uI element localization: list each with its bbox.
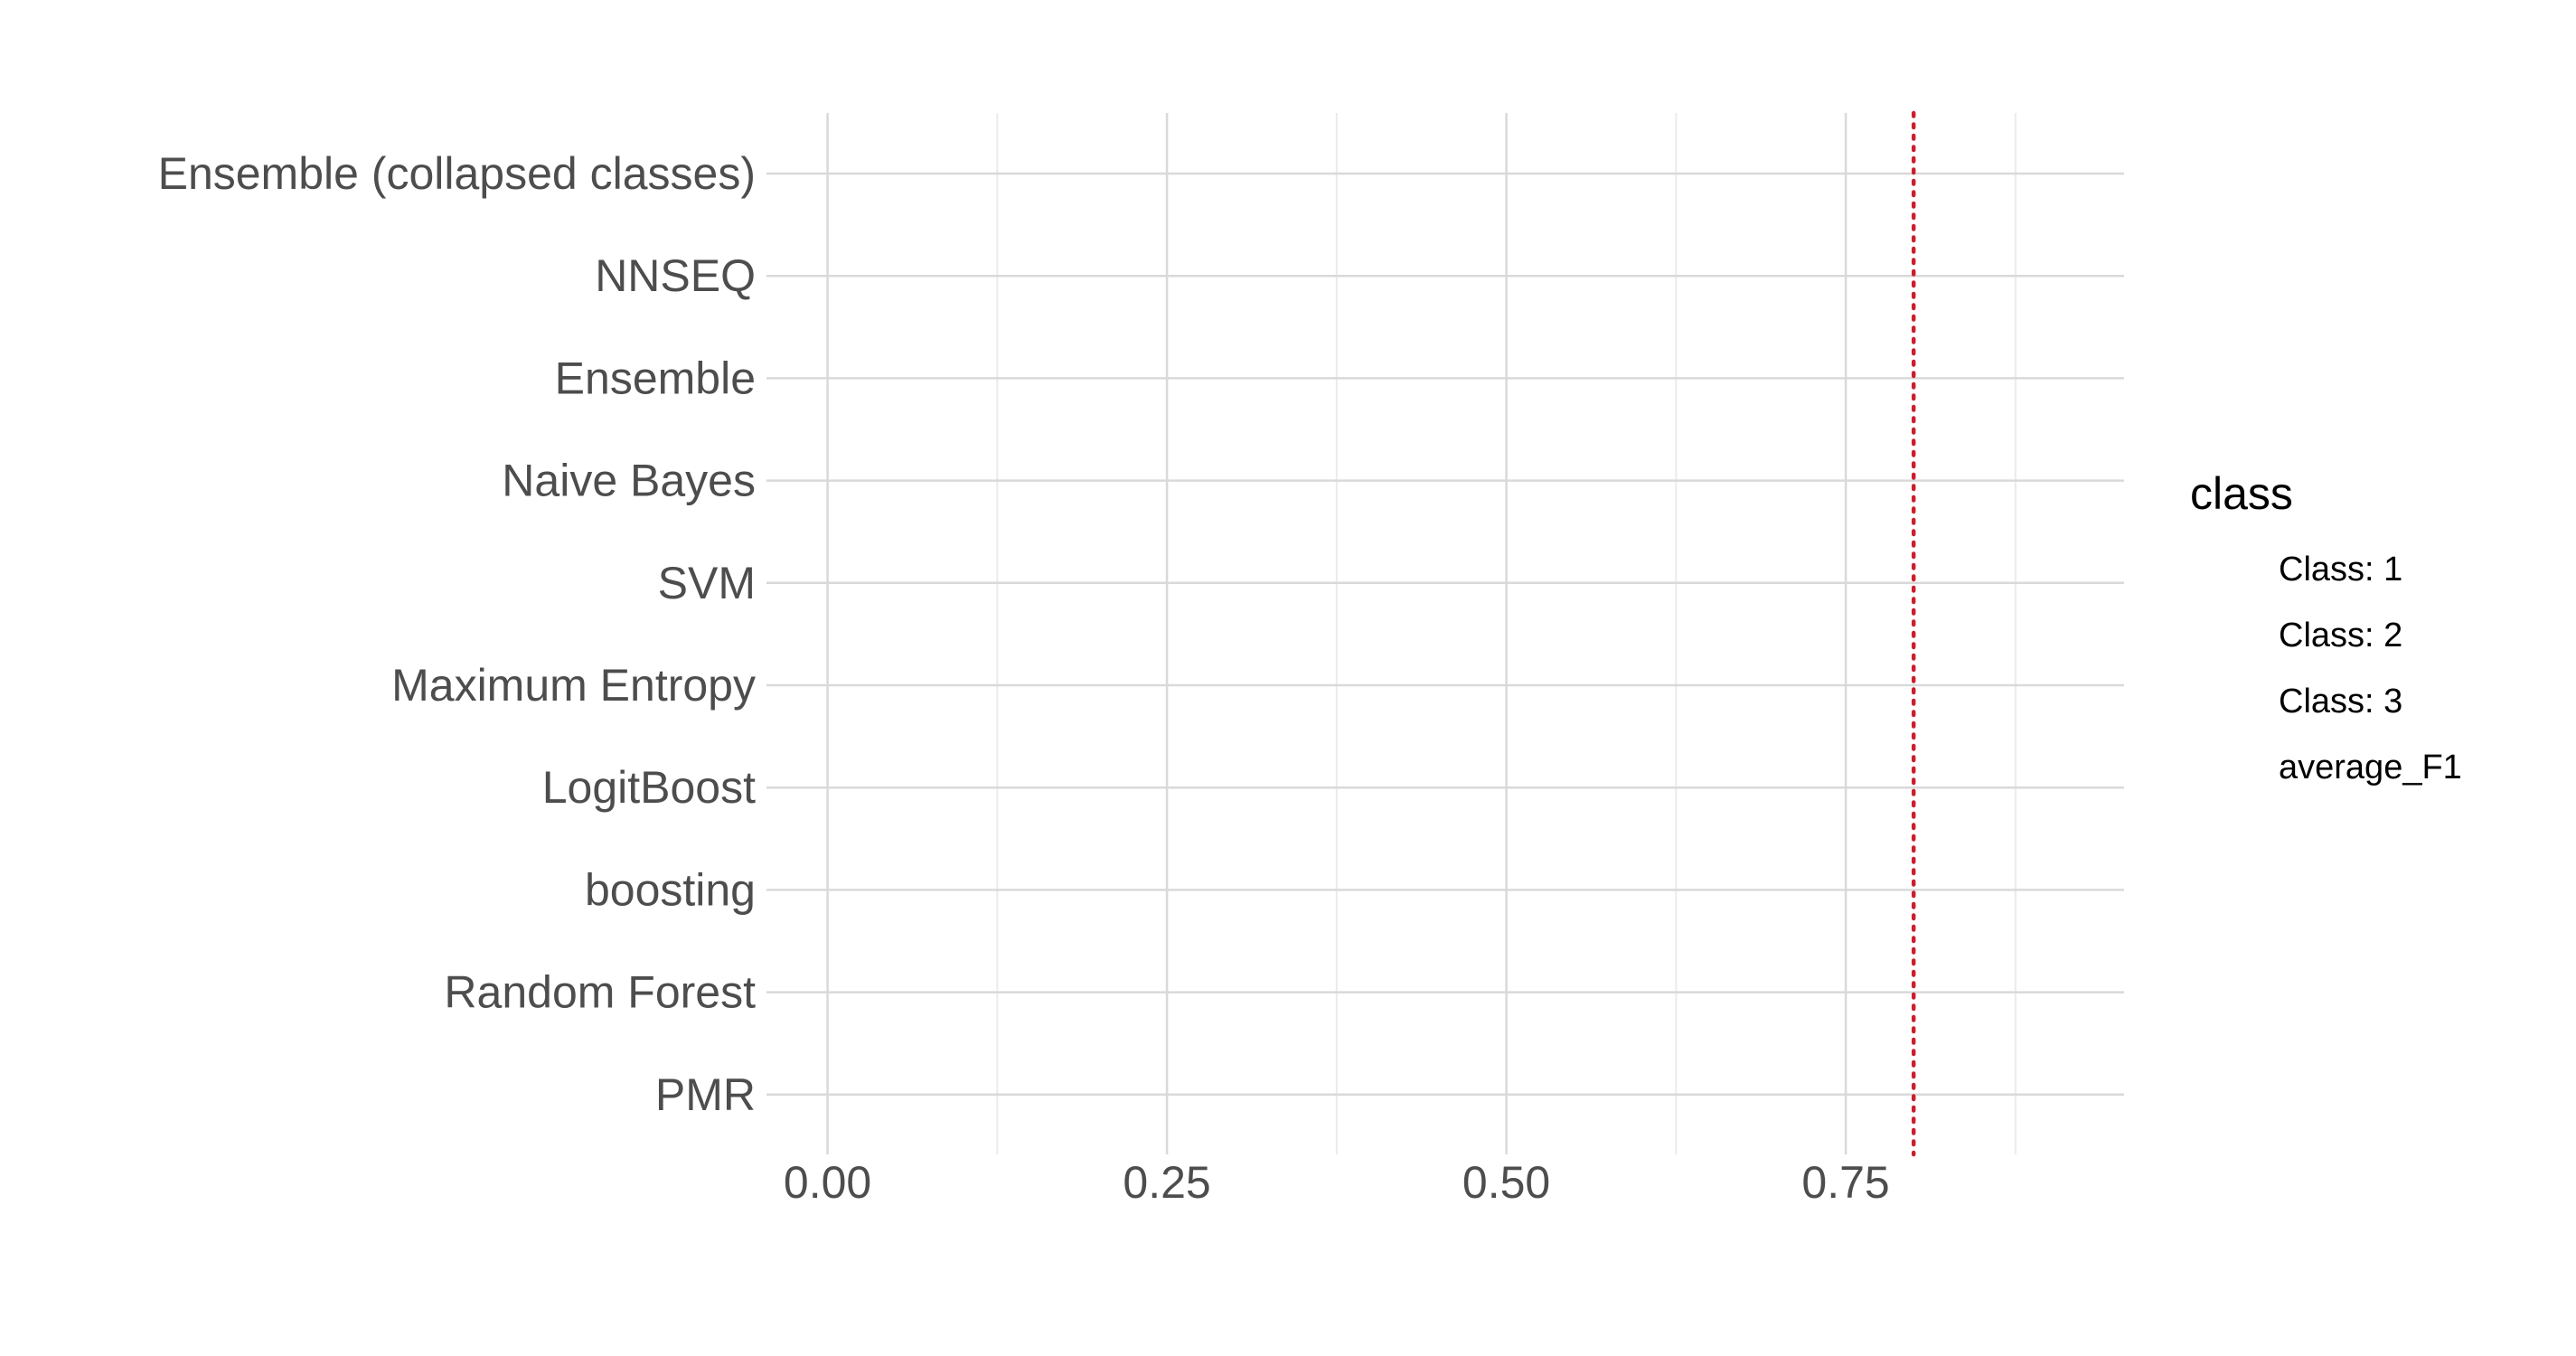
legend: class Class: 1 Class: 2 Class: 3 average_F1 xyxy=(2190,468,2462,786)
y-tick-label: boosting xyxy=(585,864,756,915)
y-tick-label: Naive Bayes xyxy=(502,456,756,506)
legend-entry-label: Class: 2 xyxy=(2279,617,2402,654)
y-tick-label: SVM xyxy=(658,558,756,608)
x-tick-label: 0.75 xyxy=(1801,1157,1889,1208)
y-tick-label: Ensemble (collapsed classes) xyxy=(158,148,756,199)
y-tick-label: PMR xyxy=(655,1069,756,1120)
x-tick-label: 0.50 xyxy=(1462,1157,1550,1208)
y-axis-tick-labels: Ensemble (collapsed classes) NNSEQ Ensembl… xyxy=(158,148,757,1120)
y-tick-label: Maximum Entropy xyxy=(391,660,756,711)
legend-entries: Class: 1 Class: 2 Class: 3 average_F1 xyxy=(2279,551,2462,786)
major-gridlines xyxy=(766,113,2124,1154)
y-tick-label: NNSEQ xyxy=(595,250,756,301)
minor-gridlines xyxy=(996,113,2017,1154)
legend-entry-label: average_F1 xyxy=(2279,749,2462,786)
x-axis-tick-labels: 0.00 0.25 0.50 0.75 xyxy=(784,1157,1890,1208)
y-tick-label: Random Forest xyxy=(444,967,756,1018)
legend-entry-label: Class: 3 xyxy=(2279,683,2402,720)
y-tick-label: Ensemble xyxy=(555,353,756,403)
x-tick-label: 0.00 xyxy=(784,1157,871,1208)
x-tick-label: 0.25 xyxy=(1123,1157,1210,1208)
legend-entry-label: Class: 1 xyxy=(2279,551,2402,589)
legend-title: class xyxy=(2190,468,2293,519)
y-tick-label: LogitBoost xyxy=(542,762,756,813)
